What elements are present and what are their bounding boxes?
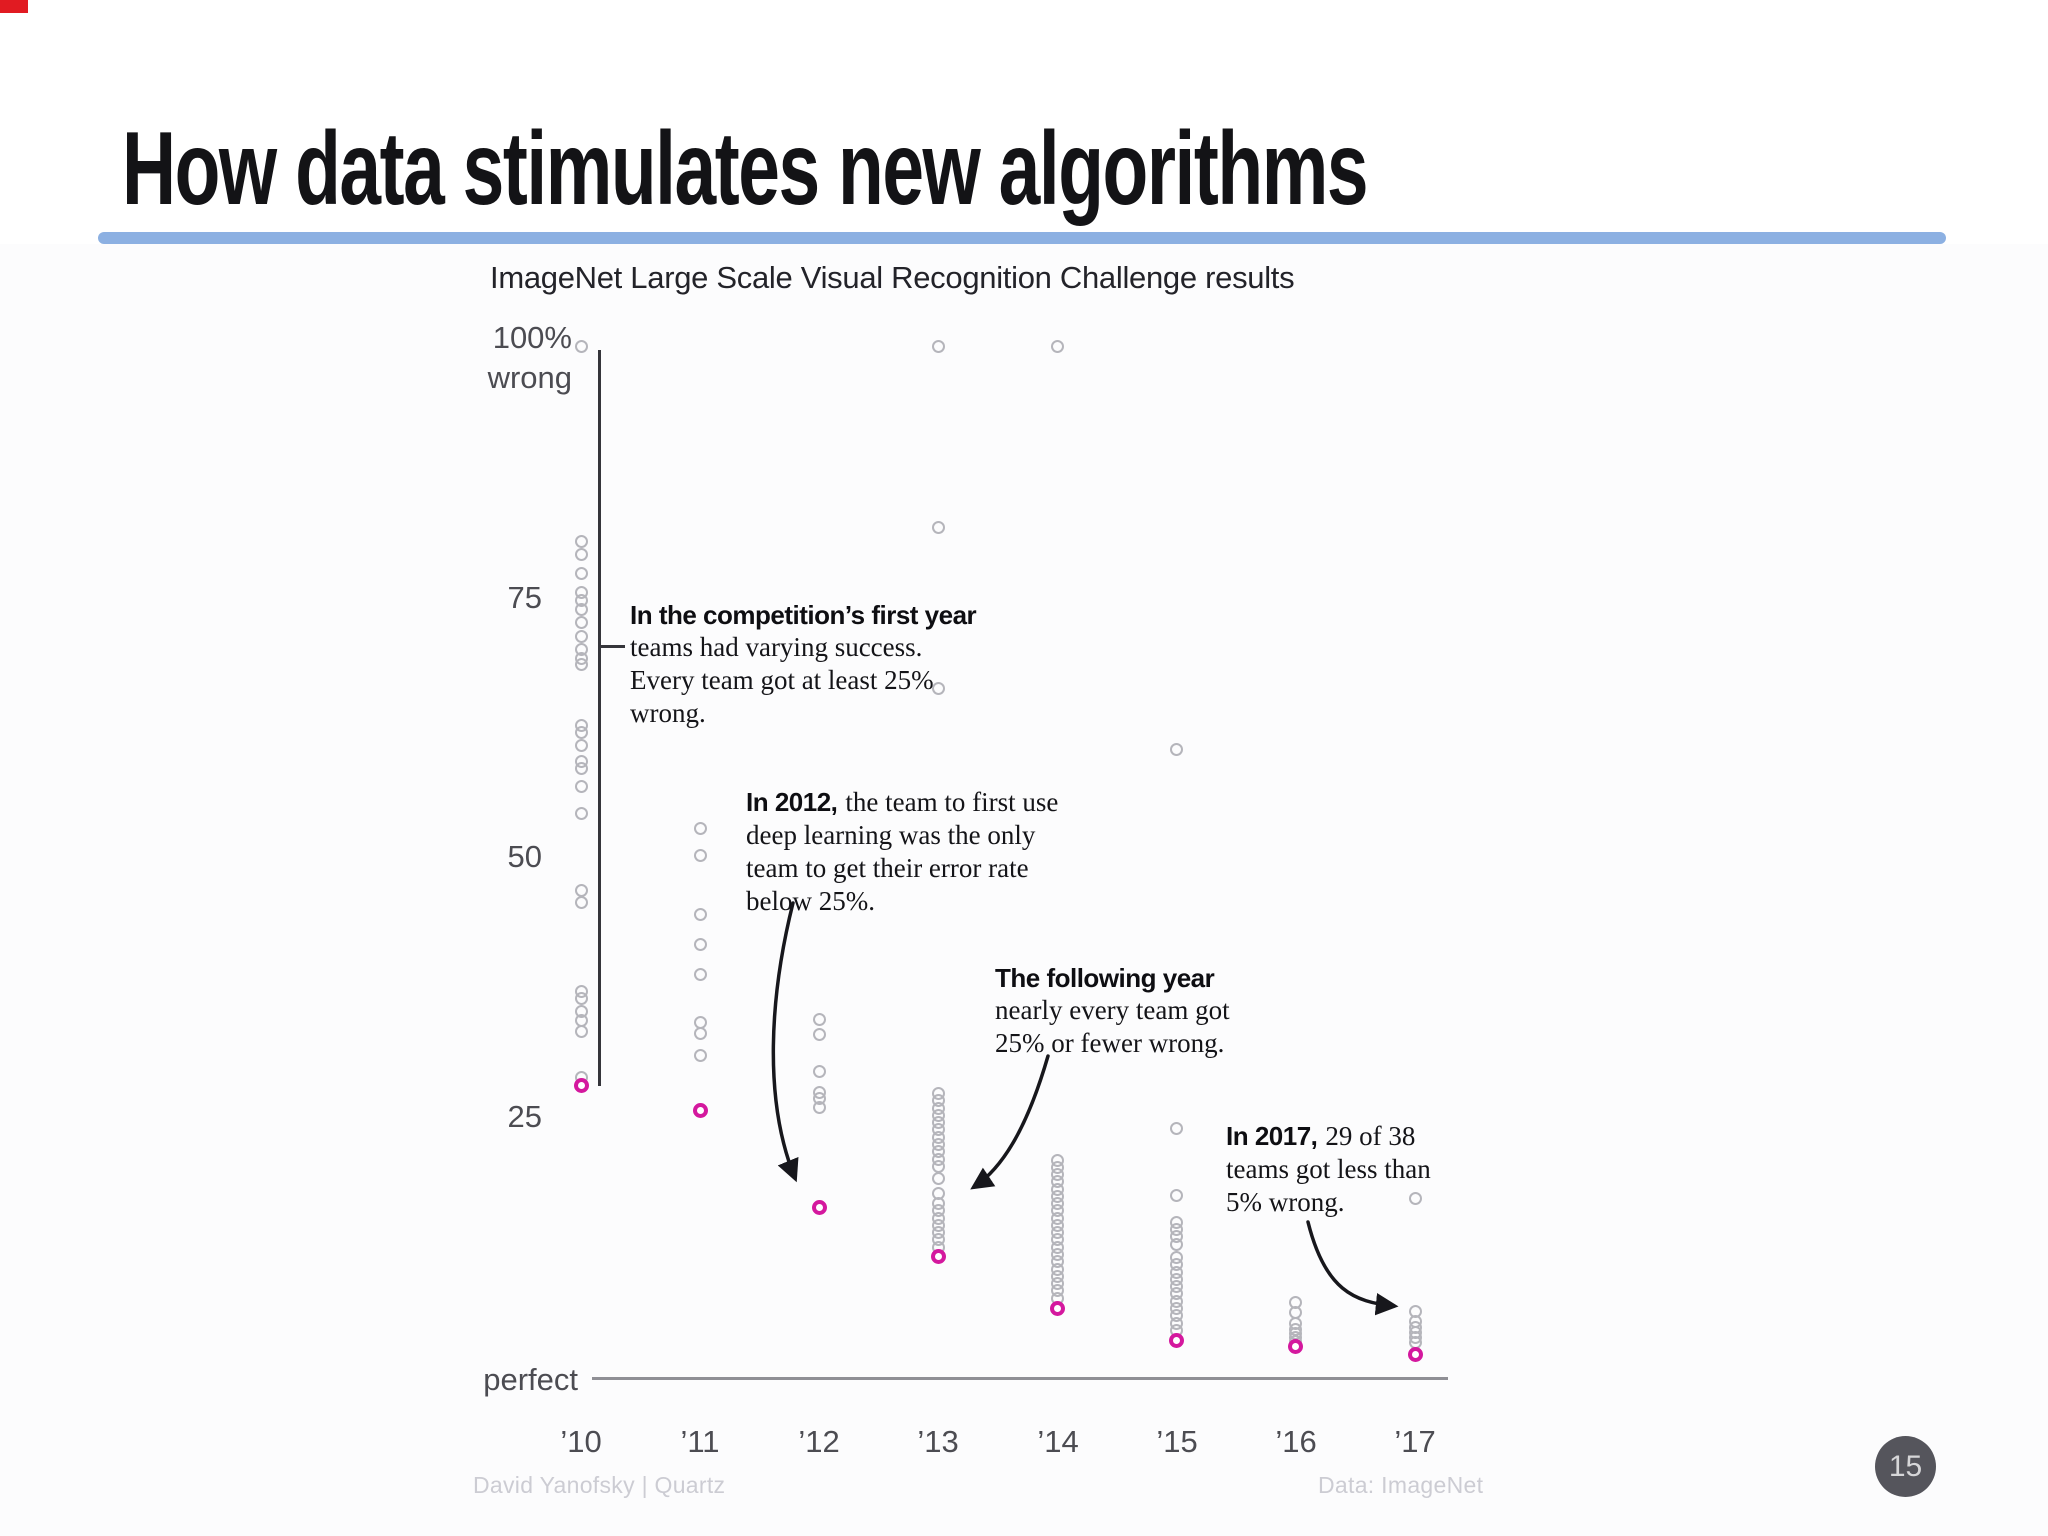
x-label-2013: ’13	[917, 1424, 959, 1459]
x-label-2017: ’17	[1394, 1424, 1436, 1459]
data-point	[693, 849, 707, 863]
chart-background	[0, 244, 2048, 1536]
data-point	[574, 762, 588, 776]
data-point-min	[692, 1102, 708, 1118]
data-point	[574, 779, 588, 793]
annotation-body: the team to first use deep learning was …	[746, 787, 1059, 916]
annotation-first-year: In the competition’s first year teams had…	[630, 600, 977, 732]
data-point	[1170, 1237, 1184, 1251]
data-point-min	[1169, 1333, 1185, 1349]
x-label-2016: ’16	[1275, 1424, 1317, 1459]
page-number-badge: 15	[1875, 1436, 1936, 1497]
annotation-lead: In the competition’s first year	[630, 600, 977, 630]
data-point-min	[573, 1077, 589, 1093]
chart-title: ImageNet Large Scale Visual Recognition …	[490, 260, 1295, 295]
annotation-lead: The following year	[995, 963, 1215, 993]
data-point	[812, 1065, 826, 1079]
data-point	[693, 907, 707, 921]
accent-divider-bar	[98, 232, 1946, 244]
baseline-perfect-line	[592, 1377, 1448, 1380]
data-point	[812, 1100, 826, 1114]
data-point	[931, 1172, 945, 1186]
data-point	[574, 1024, 588, 1038]
x-label-2014: ’14	[1037, 1424, 1079, 1459]
annotation-body: teams had varying success. Every team go…	[630, 632, 934, 728]
data-point	[574, 725, 588, 739]
data-point	[931, 1159, 945, 1173]
x-label-2012: ’12	[798, 1424, 840, 1459]
data-point	[574, 615, 588, 629]
data-point	[1170, 742, 1184, 756]
annotation-following-year: The following year nearly every team got …	[995, 964, 1230, 1062]
annotation-2012: In 2012, the team to first use deep learn…	[746, 788, 1058, 920]
data-point	[1051, 339, 1065, 353]
data-point-min	[1050, 1301, 1066, 1316]
data-point	[574, 339, 588, 353]
data-point	[693, 822, 707, 836]
data-point-min	[1288, 1339, 1304, 1355]
data-point	[574, 806, 588, 820]
y-tick-50: 50	[507, 839, 542, 874]
data-point	[693, 1048, 707, 1062]
data-point	[812, 1027, 826, 1041]
y-tick-75: 75	[507, 580, 542, 615]
data-point	[574, 630, 588, 644]
data-point	[931, 339, 945, 353]
y-tick-25: 25	[507, 1099, 542, 1134]
data-point-min	[1407, 1346, 1423, 1362]
annotation-2017: In 2017, 29 of 38 teams got less than 5% …	[1226, 1122, 1431, 1221]
data-point	[812, 1013, 826, 1027]
data-point-min	[811, 1200, 827, 1216]
data-point	[574, 658, 588, 672]
x-label-2011: ’11	[680, 1424, 720, 1459]
data-point-min	[930, 1249, 946, 1265]
annotation-lead: In 2017,	[1226, 1121, 1318, 1151]
data-point	[693, 1026, 707, 1040]
y-axis-top-label: 100% wrong	[487, 320, 572, 395]
y-axis-line	[598, 350, 601, 1086]
annotation-pointer-tick	[600, 645, 625, 648]
credit-data-source: Data: ImageNet	[1318, 1472, 1484, 1498]
data-point	[574, 883, 588, 897]
x-label-2015: ’15	[1156, 1424, 1198, 1459]
data-point	[693, 937, 707, 951]
annotation-lead: In 2012,	[746, 787, 838, 817]
x-label-2010: ’10	[560, 1424, 602, 1459]
data-point	[574, 567, 588, 580]
data-point	[574, 991, 588, 1005]
data-point	[931, 682, 945, 696]
page-number: 15	[1888, 1449, 1923, 1483]
annotation-body: nearly every team got 25% or fewer wrong…	[995, 995, 1230, 1058]
credit-author: David Yanofsky | Quartz	[473, 1472, 726, 1498]
data-point	[1170, 1188, 1184, 1202]
data-point	[574, 603, 588, 617]
y-axis-bottom-label: perfect	[483, 1362, 578, 1397]
corner-mark	[0, 0, 28, 13]
data-point	[574, 896, 588, 910]
slide-title: How data stimulates new algorithms	[122, 110, 1369, 227]
data-point	[574, 548, 588, 562]
data-point	[693, 967, 707, 981]
data-point	[574, 534, 588, 548]
data-point	[1408, 1191, 1422, 1205]
data-point	[1170, 1122, 1184, 1136]
data-point	[931, 521, 945, 535]
annotation-body: 29 of 38 teams got less than 5% wrong.	[1226, 1121, 1431, 1217]
data-point	[574, 739, 588, 753]
